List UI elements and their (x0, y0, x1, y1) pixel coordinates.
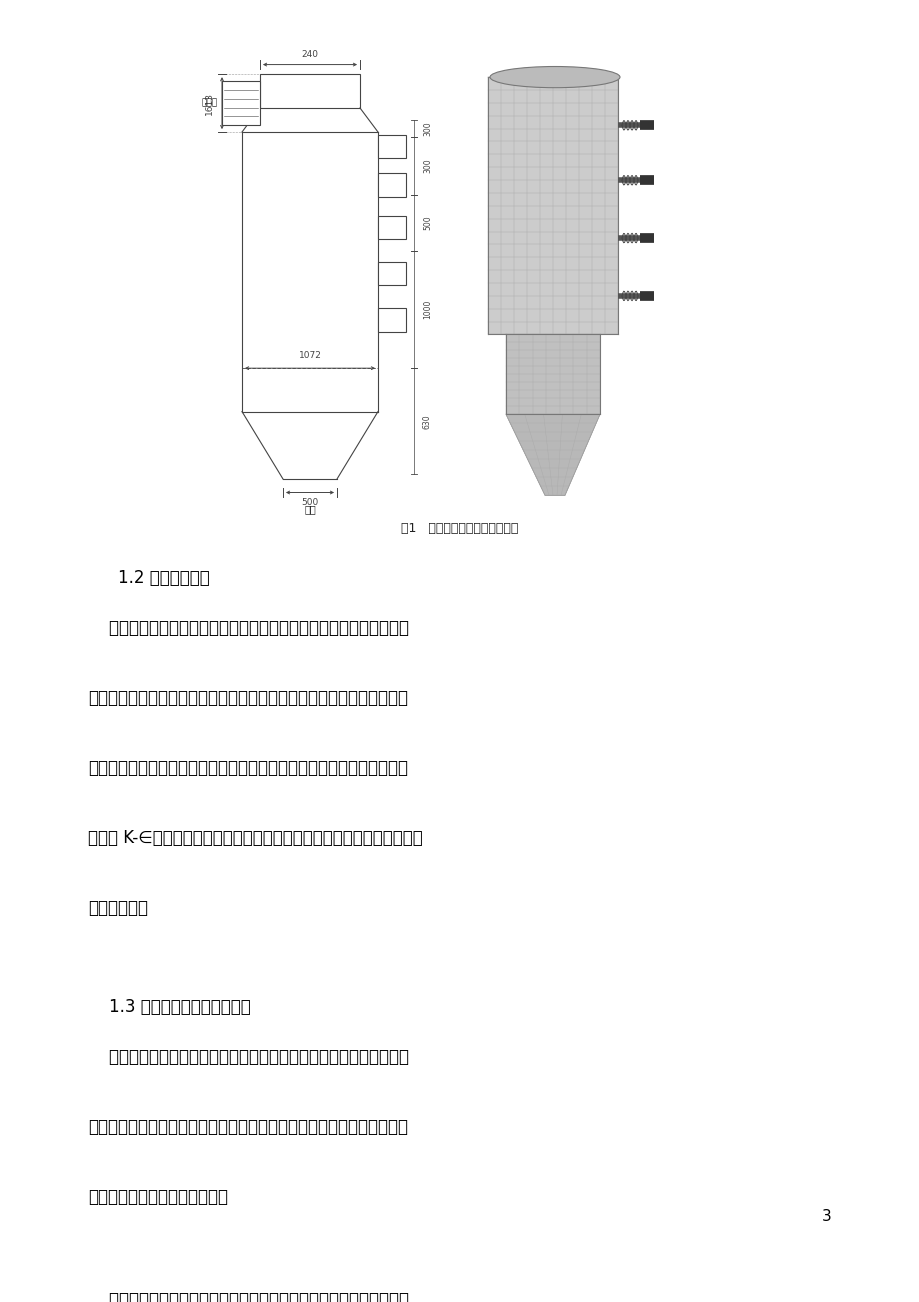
Text: 1.2 基本控制模型: 1.2 基本控制模型 (118, 569, 210, 587)
Bar (260, 74, 359, 108)
Text: 300: 300 (423, 159, 432, 173)
Text: 1072: 1072 (299, 352, 321, 361)
Bar (487, 77, 618, 335)
Bar (378, 309, 405, 332)
Text: 1.3 化学反应模型及模拟方法: 1.3 化学反应模型及模拟方法 (88, 997, 251, 1016)
Text: 可实现 K-∈模型来模拟炉内的气相湍流；而固相则采用基于颗粒动力学理: 可实现 K-∈模型来模拟炉内的气相湍流；而固相则采用基于颗粒动力学理 (88, 828, 423, 846)
Bar (378, 173, 405, 197)
Ellipse shape (490, 66, 619, 87)
Text: 630: 630 (423, 414, 432, 428)
Text: 质以及风管送入的切向配风。炉内气固各项均由连续性方程、动量方程以: 质以及风管送入的切向配风。炉内气固各项均由连续性方程、动量方程以 (88, 689, 407, 707)
Text: 非均相反应以及气体均相反应。: 非均相反应以及气体均相反应。 (88, 1187, 228, 1206)
Text: 3: 3 (822, 1210, 831, 1224)
Text: 本文选取典型工况下示范工程流化床运行结果，并将其低温热解气化: 本文选取典型工况下示范工程流化床运行结果，并将其低温热解气化 (88, 1048, 409, 1065)
Polygon shape (505, 414, 599, 495)
Text: 产物作为进入熔融炉的初始反应物质。因而熔融炉内主要反应包括了气固: 产物作为进入熔融炉的初始反应物质。因而熔融炉内主要反应包括了气固 (88, 1117, 407, 1135)
Bar (378, 216, 405, 240)
Text: 出口: 出口 (304, 504, 315, 514)
Text: 500: 500 (301, 499, 318, 508)
Text: 1613: 1613 (205, 91, 214, 115)
Text: 及能量方程所控制，对于气固两相流本文采用欧拉原拉格朗日法，并选用: 及能量方程所控制，对于气固两相流本文采用欧拉原拉格朗日法，并选用 (88, 759, 407, 777)
Text: 300: 300 (423, 121, 432, 135)
Text: 连接处: 连接处 (201, 99, 218, 108)
Text: 由于炉内反应是一个非常复杂的过程，为了对模型进行简化，我们假: 由于炉内反应是一个非常复杂的过程，为了对模型进行简化，我们假 (88, 1292, 409, 1302)
Bar (221, 81, 260, 125)
Text: 论建立模型。: 论建立模型。 (88, 898, 148, 917)
Text: 500: 500 (423, 215, 432, 230)
Bar (378, 135, 405, 158)
Bar (505, 335, 599, 414)
Text: 图1   炉膛实物结构及网格示意图: 图1 炉膛实物结构及网格示意图 (401, 522, 518, 535)
Bar (378, 262, 405, 285)
Text: 1000: 1000 (423, 299, 432, 319)
Text: 进入旋风熔融炉内的物质主要包括热解产生的气相组分、固相半焦物: 进入旋风熔融炉内的物质主要包括热解产生的气相组分、固相半焦物 (88, 618, 409, 637)
Text: 240: 240 (301, 49, 318, 59)
